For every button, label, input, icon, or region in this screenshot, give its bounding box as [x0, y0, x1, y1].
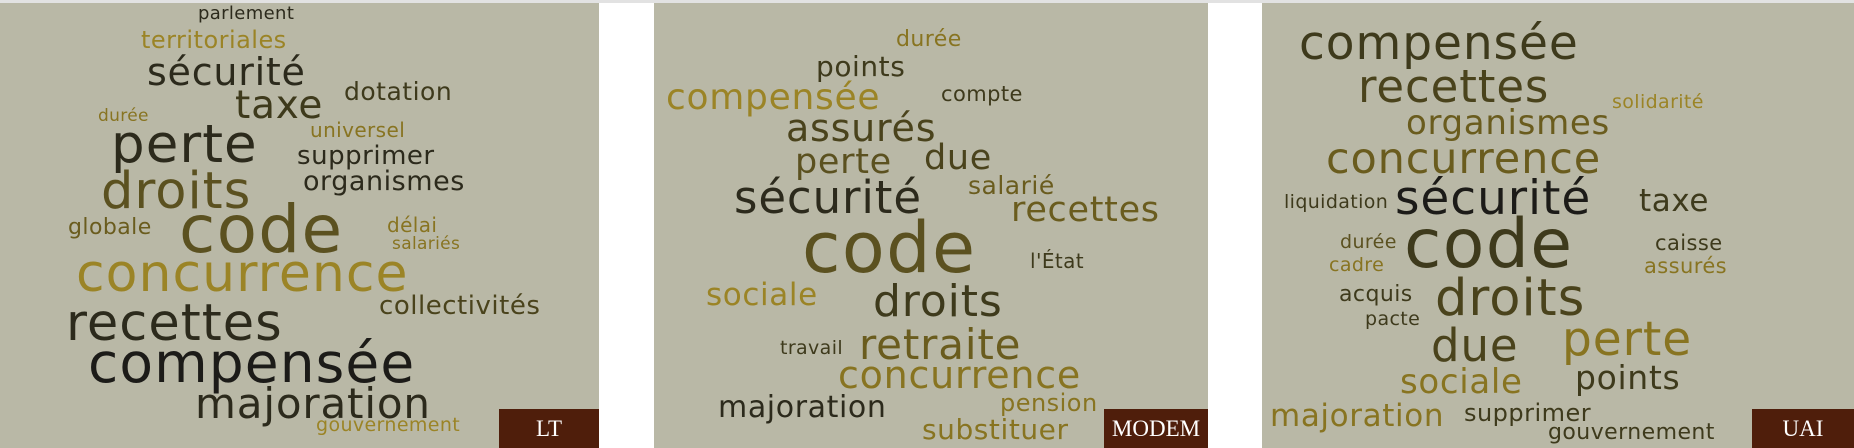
word: pension: [1000, 389, 1098, 417]
word: code: [802, 207, 977, 289]
word: majoration: [1270, 398, 1445, 434]
word: concurrence: [1326, 134, 1602, 184]
word: gouvernement: [316, 414, 461, 436]
word: concurrence: [76, 244, 409, 304]
word: sécurité: [147, 50, 306, 94]
word: l'État: [1030, 249, 1085, 273]
word: travail: [780, 337, 844, 359]
word: dotation: [344, 77, 453, 106]
word: taxe: [1639, 183, 1710, 219]
word: cadre: [1329, 254, 1385, 276]
word: code: [1404, 205, 1574, 284]
word: perte: [1562, 312, 1693, 367]
word: taxe: [235, 83, 324, 128]
word: due: [1431, 319, 1519, 372]
word: compensée: [1299, 16, 1579, 71]
word: salariés: [392, 234, 461, 254]
word: sociale: [1400, 362, 1523, 402]
word: universel: [310, 118, 406, 142]
word: assurés: [1644, 254, 1728, 278]
word: supprimer: [297, 141, 435, 171]
word: compensée: [88, 331, 416, 395]
word: globale: [68, 215, 152, 240]
word: droits: [1435, 269, 1586, 328]
party-label-modem: MODEM: [1104, 409, 1208, 448]
word: substituer: [922, 413, 1069, 446]
word: durée: [1340, 231, 1397, 253]
word: supprimer: [1464, 399, 1592, 427]
word: organismes: [1406, 103, 1610, 143]
word: assurés: [786, 106, 937, 150]
party-label-uai: UAI: [1752, 409, 1854, 448]
word: acquis: [1339, 282, 1413, 307]
wordcloud-panel-modem: durée points compensée compte assurés pe…: [654, 3, 1208, 448]
word: code: [179, 191, 344, 268]
word: salarié: [968, 171, 1055, 200]
word: délai: [387, 213, 438, 237]
word: retraite: [859, 320, 1022, 369]
word: gouvernement: [1548, 420, 1715, 445]
word: durée: [98, 106, 149, 126]
word: sécurité: [734, 171, 922, 224]
word: perte: [795, 142, 892, 182]
word: concurrence: [838, 353, 1082, 397]
word: points: [1575, 358, 1681, 397]
word: recettes: [1011, 190, 1160, 230]
word: recettes: [66, 294, 283, 353]
word: organismes: [303, 166, 465, 197]
word: parlement: [198, 3, 295, 24]
word: liquidation: [1284, 191, 1389, 213]
party-label-lt: LT: [499, 409, 599, 448]
word: sécurité: [1395, 171, 1592, 226]
top-border: [0, 0, 1854, 3]
word: compensée: [666, 77, 881, 118]
word: droits: [873, 276, 1003, 327]
word: solidarité: [1612, 91, 1704, 113]
word: territoriales: [141, 26, 287, 54]
word: caisse: [1655, 231, 1723, 255]
word: pacte: [1365, 308, 1421, 330]
word: perte: [111, 114, 258, 175]
word: points: [816, 50, 906, 83]
word: durée: [896, 27, 962, 52]
word: sociale: [706, 277, 818, 313]
word: majoration: [718, 390, 887, 425]
word: collectivités: [379, 291, 541, 321]
word: due: [924, 138, 993, 178]
word: recettes: [1358, 60, 1550, 113]
wordcloud-panel-lt: parlement territoriales sécurité dotatio…: [0, 3, 599, 448]
word: droits: [101, 162, 252, 221]
wordcloud-panel-uai: compensée recettes solidarité organismes…: [1262, 3, 1854, 448]
word: compte: [941, 82, 1023, 106]
word: majoration: [195, 379, 431, 428]
